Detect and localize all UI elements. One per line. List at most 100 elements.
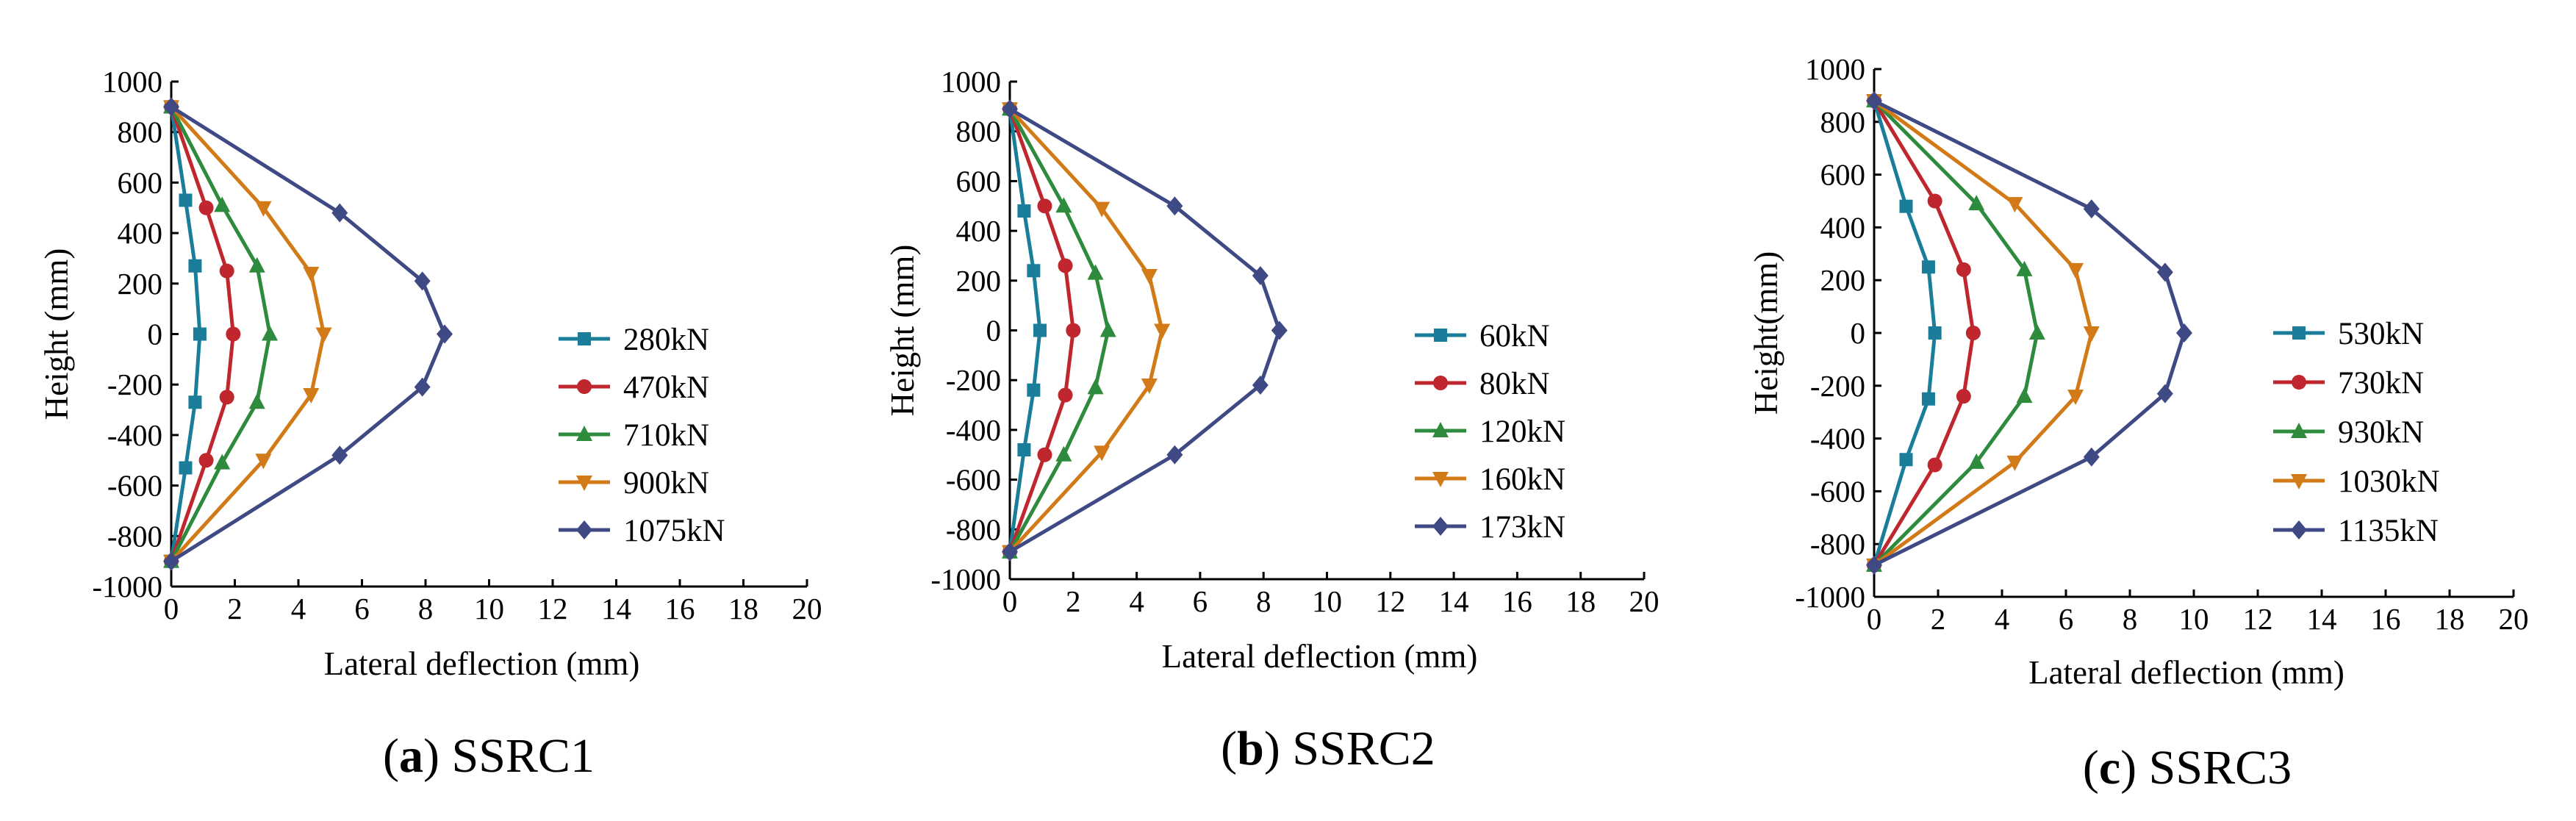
data-point-1075kN xyxy=(331,445,348,465)
y-tick-label: -400 xyxy=(1810,422,1865,456)
data-point-60kN xyxy=(1027,264,1041,278)
data-point-1030kN xyxy=(2067,262,2084,279)
x-tick-label: 6 xyxy=(2059,602,2074,636)
x-tick-label: 12 xyxy=(2243,602,2273,636)
data-point-530kN xyxy=(1928,326,1942,340)
data-point-80kN xyxy=(1037,447,1052,462)
legend-marker-120kN xyxy=(1432,422,1449,437)
data-point-173kN xyxy=(1002,542,1018,562)
y-tick-label: -1000 xyxy=(1795,580,1865,614)
data-point-470kN xyxy=(198,453,214,468)
data-point-930kN xyxy=(2016,260,2033,276)
data-point-280kN xyxy=(193,327,207,341)
data-point-530kN xyxy=(1921,392,1935,406)
y-tick-label: -600 xyxy=(1810,474,1865,508)
data-point-173kN xyxy=(1002,99,1018,119)
panel-caption: (a) SSRC1 xyxy=(383,729,595,783)
data-point-710kN xyxy=(262,325,279,341)
legend-marker-1135kN xyxy=(2291,520,2307,539)
data-point-470kN xyxy=(219,390,234,405)
x-tick-label: 4 xyxy=(291,592,306,625)
series-line-1075kN xyxy=(170,105,447,563)
y-tick-label: -1000 xyxy=(92,570,162,603)
y-tick-label: -400 xyxy=(946,413,1001,447)
data-point-730kN xyxy=(1965,326,1981,340)
y-tick-label: 800 xyxy=(118,115,163,149)
legend-label: 900kN xyxy=(623,466,709,501)
y-tick-label: 1000 xyxy=(102,65,162,98)
y-tick-label: -1000 xyxy=(930,562,1001,596)
data-point-1135kN xyxy=(2156,262,2173,282)
data-point-120kN xyxy=(1055,197,1072,213)
legend-marker-280kN xyxy=(578,332,591,345)
data-point-1030kN xyxy=(2006,455,2023,471)
legend-marker-1030kN xyxy=(2291,474,2307,490)
x-tick-label: 2 xyxy=(1931,602,1946,636)
data-point-710kN xyxy=(214,196,231,212)
data-point-930kN xyxy=(1968,195,1985,211)
x-tick-label: 18 xyxy=(1565,584,1596,618)
y-tick-label: 1000 xyxy=(1805,52,1865,86)
legend-label: 530kN xyxy=(2338,317,2424,351)
legend-marker-1075kN xyxy=(576,520,592,539)
x-tick-label: 18 xyxy=(728,592,758,625)
data-point-160kN xyxy=(1141,269,1158,285)
data-point-730kN xyxy=(1956,389,1971,404)
data-point-730kN xyxy=(1927,457,1942,473)
data-point-470kN xyxy=(226,326,241,342)
x-tick-label: 2 xyxy=(1066,584,1081,618)
data-point-173kN xyxy=(1271,320,1288,340)
x-tick-label: 10 xyxy=(2179,602,2209,636)
data-point-930kN xyxy=(1968,453,1985,469)
x-tick-label: 14 xyxy=(601,592,631,625)
x-tick-label: 0 xyxy=(1867,602,1882,636)
data-point-1135kN xyxy=(2083,199,2100,219)
data-point-1135kN xyxy=(2156,384,2173,404)
x-tick-label: 8 xyxy=(1256,584,1271,618)
legend-marker-530kN xyxy=(2292,326,2306,340)
legend-marker-60kN xyxy=(1434,329,1447,342)
data-point-160kN xyxy=(1094,201,1111,218)
series-line-1135kN xyxy=(1873,98,2186,567)
y-tick-label: 800 xyxy=(1820,105,1866,139)
data-point-1075kN xyxy=(163,551,179,571)
data-point-60kN xyxy=(1027,383,1041,397)
x-tick-label: 4 xyxy=(1129,584,1144,618)
x-tick-label: 0 xyxy=(1002,584,1018,618)
legend-label: 470kN xyxy=(623,370,709,405)
series-line-120kN xyxy=(1008,108,1111,553)
data-point-930kN xyxy=(2028,324,2045,340)
y-tick-label: 400 xyxy=(956,214,1002,248)
y-tick-label: -600 xyxy=(946,463,1001,497)
x-tick-label: 4 xyxy=(1995,602,2010,636)
x-axis-label: Lateral deflection (mm) xyxy=(1162,638,1478,675)
data-point-280kN xyxy=(179,461,193,475)
data-point-120kN xyxy=(1099,321,1116,337)
legend-label: 1030kN xyxy=(2338,465,2440,499)
data-point-120kN xyxy=(1087,264,1104,280)
data-point-280kN xyxy=(188,395,202,409)
data-point-160kN xyxy=(1094,445,1111,462)
data-point-710kN xyxy=(248,257,265,273)
data-point-530kN xyxy=(1921,260,1935,274)
legend-label: 80kN xyxy=(1479,367,1550,401)
legend-label: 730kN xyxy=(2338,366,2424,401)
data-point-730kN xyxy=(1927,193,1942,209)
x-tick-label: 2 xyxy=(227,592,243,625)
data-point-930kN xyxy=(2016,387,2033,404)
x-tick-label: 20 xyxy=(792,592,822,625)
data-point-280kN xyxy=(179,193,193,207)
data-point-60kN xyxy=(1017,442,1031,456)
data-point-160kN xyxy=(1141,378,1158,394)
data-point-1030kN xyxy=(2083,326,2100,342)
data-point-80kN xyxy=(1066,323,1081,338)
x-axis-label: Lateral deflection (mm) xyxy=(2028,654,2344,691)
legend-marker-470kN xyxy=(577,379,592,394)
data-point-1135kN xyxy=(1866,555,1882,575)
data-point-530kN xyxy=(1899,199,1913,213)
data-point-173kN xyxy=(1166,445,1183,465)
y-tick-label: 200 xyxy=(1820,263,1866,297)
x-tick-label: 12 xyxy=(538,592,568,625)
data-point-173kN xyxy=(1252,266,1269,286)
